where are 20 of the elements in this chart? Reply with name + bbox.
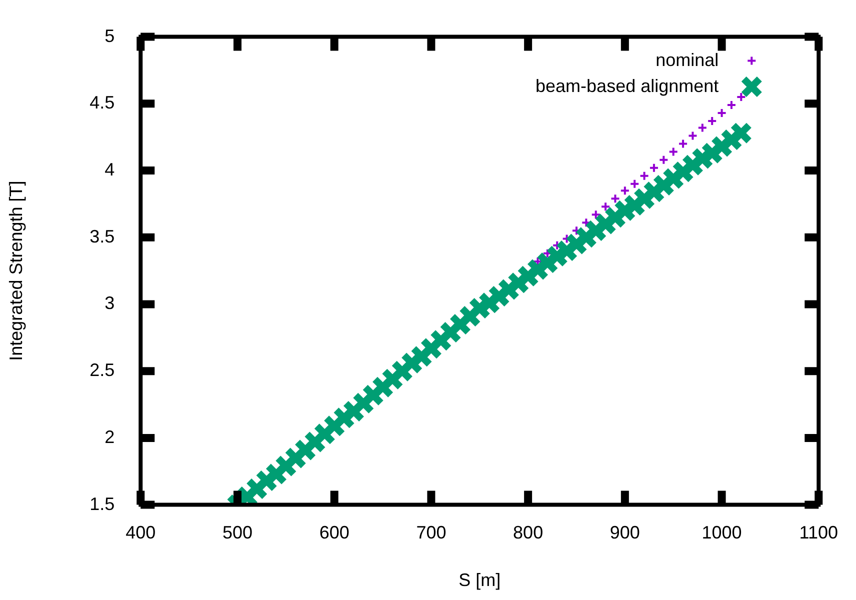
y-tick-label: 1.5 [90, 494, 115, 514]
y-tick-label: 2.5 [90, 360, 115, 380]
x-tick-label: 400 [126, 522, 156, 543]
y-tick-label: 3.5 [90, 226, 115, 246]
legend-label: beam-based alignment [536, 76, 719, 96]
y-tick-label: 3 [104, 293, 115, 314]
x-tick-label: 600 [319, 522, 350, 543]
x-tick-label: 500 [222, 522, 253, 543]
x-tick-label: 800 [513, 522, 544, 543]
y-tick-label: 4 [104, 159, 115, 180]
x-axis-title: S [m] [458, 570, 501, 590]
y-tick-label: 5 [104, 26, 115, 46]
y-tick-label: 4.5 [90, 92, 115, 113]
y-axis-title: Integrated Strength [T] [6, 180, 26, 361]
x-tick-label: 700 [416, 522, 446, 543]
x-tick-label: 1000 [702, 522, 742, 543]
x-tick-label: 900 [610, 522, 640, 543]
y-tick-label: 2 [104, 426, 115, 447]
legend-label: nominal [656, 50, 719, 70]
x-tick-label: 1100 [799, 522, 838, 543]
